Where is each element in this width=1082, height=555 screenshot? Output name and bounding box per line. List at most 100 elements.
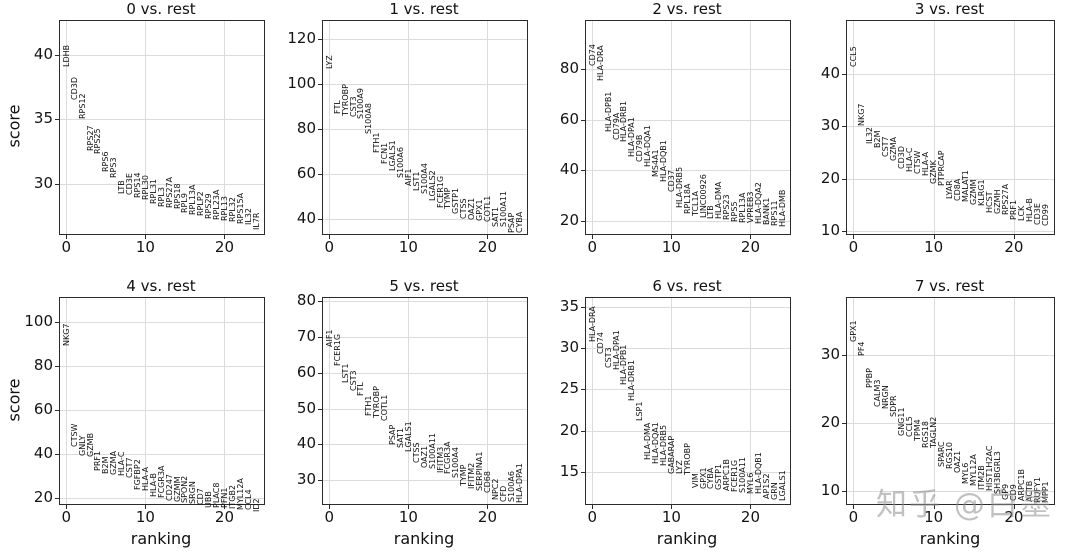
x-tick-mark bbox=[487, 235, 489, 239]
x-tick-label: 20 bbox=[477, 238, 497, 256]
x-tick-mark bbox=[750, 235, 752, 239]
y-tick-label: 40 bbox=[33, 443, 53, 462]
x-tick-mark bbox=[853, 505, 855, 509]
subplot-6-plot-area: 15 20 25 30 35 0 10 20 HLA-DRA CD74 CST3 HLA-DPA1 HL… bbox=[560, 297, 791, 525]
x-tick-label: 20 bbox=[214, 238, 234, 256]
x-gridline bbox=[145, 298, 147, 504]
subplot-7-plot-area: 10 20 30 0 10 20 GPX1 PF4 PPBP CALM3 NRGN SDPR GNG11… bbox=[821, 297, 1055, 525]
subplot-title-7: 7 vs. rest bbox=[914, 277, 985, 295]
y-gridline bbox=[60, 119, 264, 121]
gene-label: LGALS1 bbox=[777, 469, 787, 501]
zhihu-watermark: 知乎 @白墨 bbox=[876, 487, 1053, 523]
y-tick-label: 100 bbox=[24, 311, 53, 330]
y-gridline bbox=[586, 68, 790, 70]
y-tick-mark bbox=[55, 183, 59, 185]
gene-label: NKG7 bbox=[61, 323, 71, 346]
gene-label: PF4 bbox=[856, 341, 866, 356]
x-tick-mark bbox=[592, 505, 594, 509]
y-tick-label: 60 bbox=[33, 399, 53, 418]
y-gridline bbox=[323, 83, 527, 85]
x-gridline bbox=[66, 298, 68, 504]
x-tick-label: 10 bbox=[661, 508, 681, 526]
gene-label: NKG7 bbox=[856, 103, 866, 127]
x-gridline bbox=[487, 21, 489, 234]
y-tick-label: 70 bbox=[296, 326, 316, 345]
x-tick-mark bbox=[66, 235, 68, 239]
x-tick-mark bbox=[1013, 235, 1015, 239]
subplot-2-plot-area: 20 40 60 80 0 10 20 CD74 HLA-DRA HLA-DPB1 CD79A HLA… bbox=[560, 20, 791, 255]
x-tick-mark bbox=[224, 505, 226, 509]
subplot-3-plot-area: 10 20 30 40 0 10 20 CCL5 NKG7 IL32 B2M CST7 GZMA CD3D… bbox=[821, 20, 1055, 255]
x-gridline bbox=[750, 298, 752, 504]
gene-label: HLA-DMB bbox=[777, 189, 787, 227]
y-tick-label: 30 bbox=[296, 470, 316, 489]
y-tick-mark bbox=[318, 173, 322, 175]
y-tick-label: 80 bbox=[296, 118, 316, 137]
y-tick-mark bbox=[581, 348, 585, 350]
y-tick-mark bbox=[318, 408, 322, 410]
y-tick-mark bbox=[842, 355, 846, 357]
y-gridline bbox=[323, 480, 527, 482]
y-tick-mark bbox=[318, 336, 322, 338]
y-gridline bbox=[60, 54, 264, 56]
y-tick-mark bbox=[581, 430, 585, 432]
gene-label: TYROBP bbox=[682, 443, 692, 476]
x-tick-mark bbox=[671, 505, 673, 509]
y-tick-mark bbox=[55, 409, 59, 411]
y-tick-label: 20 bbox=[33, 488, 53, 506]
y-tick-label: 25 bbox=[559, 379, 579, 398]
y-gridline bbox=[323, 38, 527, 40]
y-tick-mark bbox=[581, 389, 585, 391]
y-gridline bbox=[323, 444, 527, 446]
x-tick-mark bbox=[329, 505, 331, 509]
subplot-title-0: 0 vs. rest bbox=[126, 0, 196, 18]
y-gridline bbox=[323, 173, 527, 175]
subplot-4-plot-area: 20 40 60 80 100 0 10 20 NKG7 CTSW GNLY GZMB PRF1 B2M G… bbox=[24, 297, 265, 525]
y-tick-label: 100 bbox=[287, 73, 316, 92]
gene-label: CCL5 bbox=[848, 46, 858, 68]
y-tick-label: 40 bbox=[33, 44, 53, 63]
x-gridline bbox=[66, 21, 68, 234]
y-gridline bbox=[847, 355, 1054, 357]
x-gridline bbox=[933, 298, 935, 504]
x-gridline bbox=[671, 21, 673, 234]
x-tick-mark bbox=[224, 235, 226, 239]
x-tick-label: 10 bbox=[398, 238, 418, 256]
subplot-title-6: 6 vs. rest bbox=[652, 277, 722, 295]
x-axis-label-col1: ranking bbox=[130, 529, 192, 548]
y-gridline bbox=[60, 409, 264, 411]
y-tick-mark bbox=[842, 126, 846, 128]
y-gridline bbox=[586, 348, 790, 350]
y-gridline bbox=[323, 408, 527, 410]
y-tick-label: 10 bbox=[820, 480, 840, 499]
y-gridline bbox=[847, 178, 1054, 180]
y-gridline bbox=[847, 491, 1054, 493]
y-tick-label: 120 bbox=[287, 28, 316, 47]
y-tick-mark bbox=[318, 300, 322, 302]
y-tick-label: 30 bbox=[820, 115, 840, 134]
x-tick-label: 20 bbox=[1004, 238, 1024, 256]
x-gridline bbox=[224, 298, 226, 504]
x-tick-mark bbox=[487, 505, 489, 509]
gene-label: IL7R bbox=[251, 212, 261, 231]
y-tick-label: 40 bbox=[559, 160, 579, 179]
x-tick-label: 0 bbox=[324, 238, 335, 256]
x-gridline bbox=[224, 21, 226, 234]
gene-label: LDHB bbox=[61, 45, 71, 68]
y-gridline bbox=[323, 372, 527, 374]
gene-label: FTL bbox=[356, 381, 366, 396]
y-tick-label: 35 bbox=[33, 108, 53, 127]
x-gridline bbox=[1013, 298, 1015, 504]
x-gridline bbox=[592, 21, 594, 234]
y-tick-mark bbox=[318, 83, 322, 85]
x-tick-label: 0 bbox=[61, 508, 72, 526]
y-tick-mark bbox=[318, 444, 322, 446]
y-gridline bbox=[323, 128, 527, 130]
subplot-title-1: 1 vs. rest bbox=[389, 0, 459, 18]
x-tick-mark bbox=[329, 235, 331, 239]
gene-label: LYZ bbox=[324, 55, 334, 69]
x-tick-label: 0 bbox=[848, 508, 859, 526]
x-tick-mark bbox=[145, 505, 147, 509]
x-gridline bbox=[408, 298, 410, 504]
